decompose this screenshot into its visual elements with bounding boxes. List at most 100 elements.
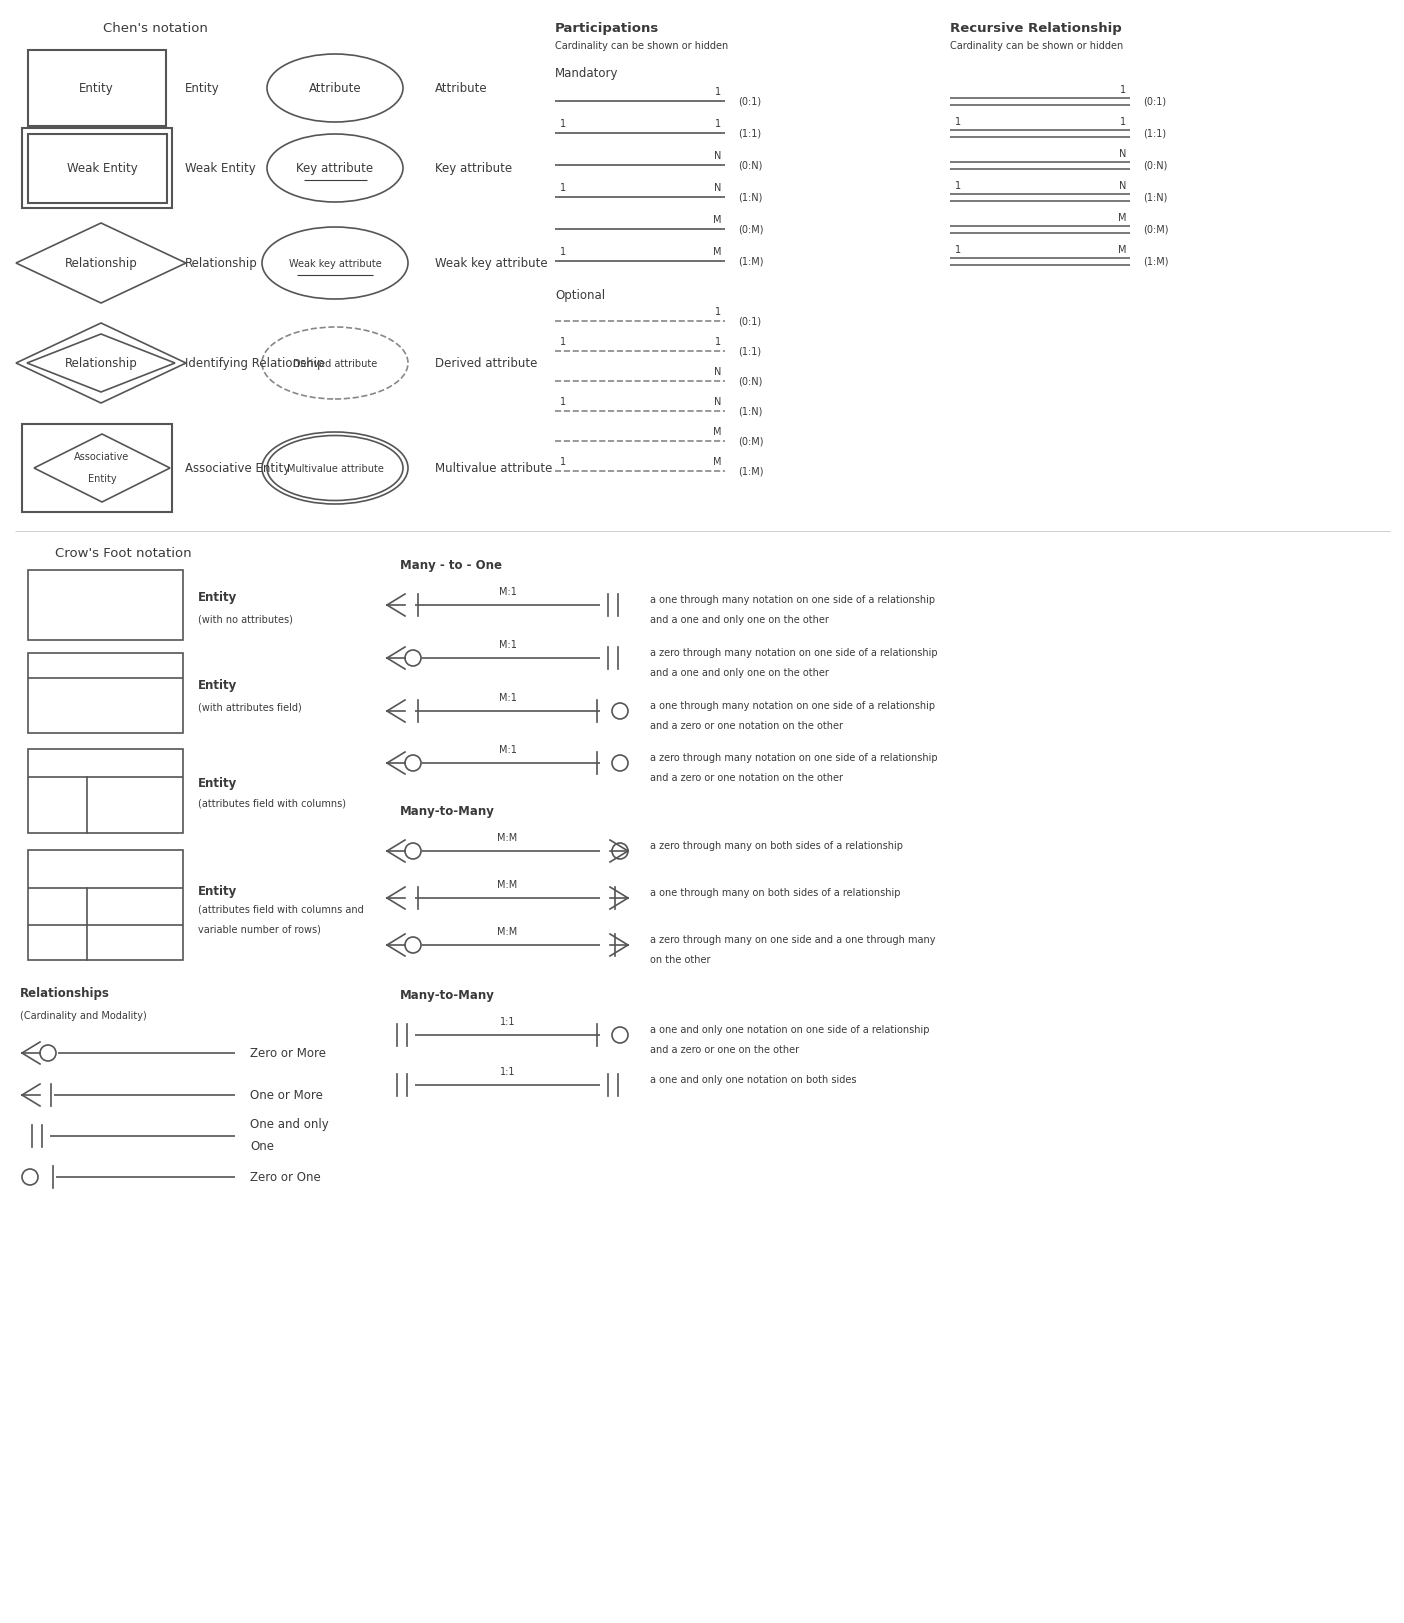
Text: N: N — [1119, 180, 1126, 192]
Text: Many-to-Many: Many-to-Many — [400, 805, 494, 818]
Text: (0:N): (0:N) — [1143, 161, 1167, 170]
Text: M:M: M:M — [497, 927, 518, 936]
Text: Multivalue attribute: Multivalue attribute — [435, 463, 552, 476]
Text: and a zero or one notation on the other: and a zero or one notation on the other — [650, 773, 842, 782]
Text: Derived attribute: Derived attribute — [293, 359, 378, 368]
Text: Entity: Entity — [87, 474, 117, 484]
Text: (0:N): (0:N) — [739, 377, 762, 386]
Text: 1: 1 — [1120, 84, 1126, 94]
Text: and a zero or one notation on the other: and a zero or one notation on the other — [650, 721, 842, 730]
Text: M:M: M:M — [497, 880, 518, 889]
Ellipse shape — [263, 328, 409, 399]
Text: Associative Entity: Associative Entity — [185, 463, 291, 476]
Ellipse shape — [267, 55, 403, 123]
Text: One or More: One or More — [250, 1089, 323, 1102]
Text: M:1: M:1 — [498, 745, 517, 755]
Text: Identifying Relationship: Identifying Relationship — [185, 357, 324, 370]
Text: One and only: One and only — [250, 1118, 329, 1131]
Text: Optional: Optional — [555, 289, 605, 302]
Text: (with no attributes): (with no attributes) — [198, 615, 293, 625]
Text: Crow's Foot notation: Crow's Foot notation — [55, 547, 191, 560]
Text: Entity: Entity — [198, 777, 237, 790]
Text: (attributes field with columns): (attributes field with columns) — [198, 799, 345, 808]
Ellipse shape — [267, 437, 403, 502]
Circle shape — [404, 844, 421, 860]
Text: Mandatory: Mandatory — [555, 68, 619, 81]
Text: Many - to - One: Many - to - One — [400, 560, 503, 573]
Ellipse shape — [263, 227, 409, 300]
Text: a one through many on both sides of a relationship: a one through many on both sides of a re… — [650, 888, 900, 898]
Text: 1: 1 — [715, 338, 722, 347]
Text: Zero or More: Zero or More — [250, 1047, 326, 1060]
Text: Attribute: Attribute — [309, 83, 361, 96]
Bar — [28, 850, 183, 961]
Text: Weak Entity: Weak Entity — [185, 162, 256, 175]
Text: M: M — [712, 456, 722, 467]
Text: 1: 1 — [715, 118, 722, 128]
Text: (0:M): (0:M) — [739, 226, 764, 235]
Text: M: M — [712, 427, 722, 437]
Text: N: N — [713, 151, 722, 161]
Text: (1:1): (1:1) — [739, 128, 761, 140]
Text: Entity: Entity — [185, 83, 220, 96]
Text: Cardinality can be shown or hidden: Cardinality can be shown or hidden — [951, 41, 1123, 50]
Text: N: N — [713, 183, 722, 193]
Text: Entity: Entity — [198, 678, 237, 691]
Text: (0:M): (0:M) — [739, 437, 764, 446]
Bar — [28, 135, 167, 203]
Text: a zero through many on both sides of a relationship: a zero through many on both sides of a r… — [650, 841, 903, 850]
Text: Multivalue attribute: Multivalue attribute — [286, 464, 383, 474]
Text: (with attributes field): (with attributes field) — [198, 703, 302, 712]
Text: (1:M): (1:M) — [1143, 256, 1168, 266]
Text: 1: 1 — [715, 307, 722, 316]
Text: (0:1): (0:1) — [1143, 97, 1167, 107]
Text: (1:N): (1:N) — [739, 193, 762, 203]
Text: Recursive Relationship: Recursive Relationship — [951, 23, 1122, 36]
Text: Relationship: Relationship — [65, 258, 138, 271]
Text: (attributes field with columns and: (attributes field with columns and — [198, 904, 364, 914]
Text: M:1: M:1 — [498, 693, 517, 703]
Text: M: M — [1118, 213, 1126, 222]
Text: M: M — [712, 247, 722, 256]
Text: 1: 1 — [955, 117, 962, 127]
Text: M:1: M:1 — [498, 639, 517, 649]
Text: and a one and only one on the other: and a one and only one on the other — [650, 615, 828, 625]
Polygon shape — [15, 224, 185, 304]
Text: Participations: Participations — [555, 23, 660, 36]
Text: 1: 1 — [560, 396, 566, 407]
Text: (1:1): (1:1) — [739, 347, 761, 357]
Text: 1: 1 — [560, 247, 566, 256]
Text: 1: 1 — [955, 245, 962, 255]
Text: (1:1): (1:1) — [1143, 128, 1167, 140]
Text: 1: 1 — [560, 183, 566, 193]
Bar — [28, 50, 166, 127]
Text: and a one and only one on the other: and a one and only one on the other — [650, 667, 828, 677]
Ellipse shape — [267, 135, 403, 203]
Text: Relationship: Relationship — [65, 357, 138, 370]
Text: M: M — [1118, 245, 1126, 255]
Text: Chen's notation: Chen's notation — [102, 23, 208, 36]
Text: Entity: Entity — [79, 83, 114, 96]
Polygon shape — [34, 435, 170, 503]
Text: variable number of rows): variable number of rows) — [198, 925, 322, 935]
Text: (1:M): (1:M) — [739, 256, 764, 266]
Text: One: One — [250, 1139, 274, 1152]
Text: Entity: Entity — [198, 885, 237, 898]
Text: M:1: M:1 — [498, 586, 517, 597]
Text: Key attribute: Key attribute — [435, 162, 512, 175]
Text: (0:M): (0:M) — [1143, 226, 1168, 235]
Text: 1: 1 — [955, 180, 962, 192]
Text: Zero or One: Zero or One — [250, 1170, 320, 1183]
Circle shape — [39, 1045, 56, 1061]
Polygon shape — [27, 334, 175, 393]
Circle shape — [612, 703, 628, 719]
Text: a zero through many notation on one side of a relationship: a zero through many notation on one side… — [650, 648, 938, 657]
Text: 1: 1 — [715, 88, 722, 97]
Text: 1: 1 — [560, 338, 566, 347]
Polygon shape — [15, 325, 185, 404]
Bar — [22, 128, 173, 209]
Text: Relationship: Relationship — [185, 258, 258, 271]
Ellipse shape — [263, 433, 409, 505]
Text: 1: 1 — [560, 456, 566, 467]
Circle shape — [22, 1169, 38, 1185]
